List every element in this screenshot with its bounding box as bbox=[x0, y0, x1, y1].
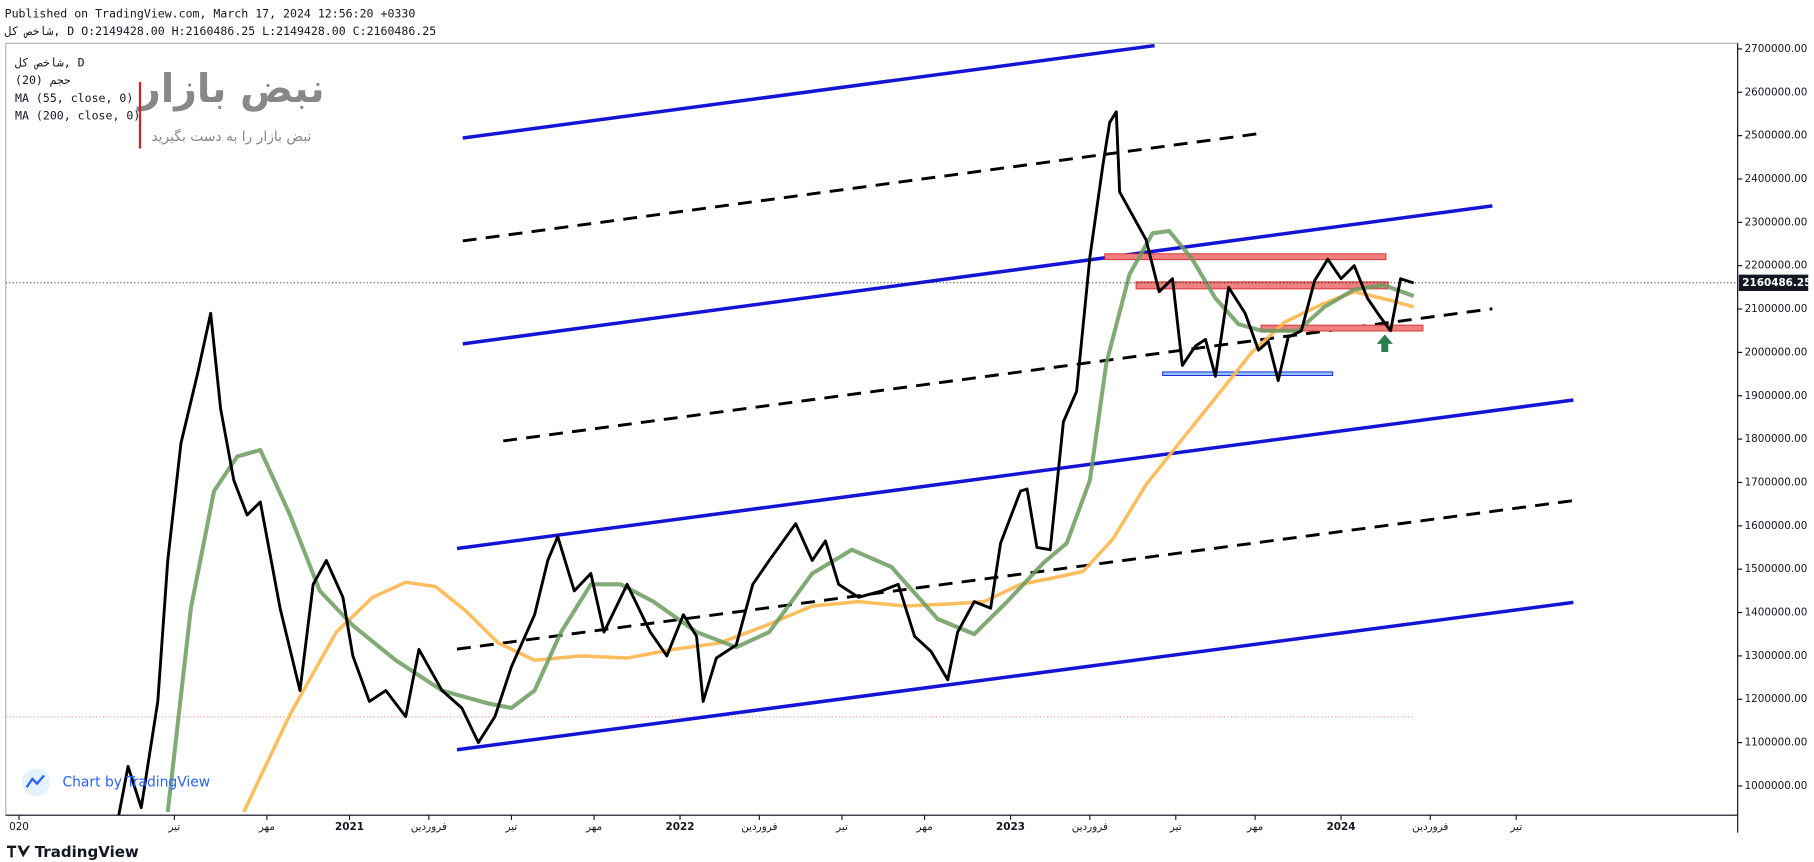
x-tick-label: فروردین bbox=[411, 821, 447, 833]
y-tick-label: 1300000.00 bbox=[1745, 650, 1808, 662]
x-tick-label: تیر bbox=[835, 821, 848, 833]
x-tick-label: تیر bbox=[1169, 821, 1182, 833]
x-tick-label: مهر bbox=[1246, 821, 1263, 833]
legend-entry: MA (200, close, 0) bbox=[15, 108, 140, 122]
y-tick-label: 1100000.00 bbox=[1745, 737, 1808, 749]
brand: TradingView bbox=[35, 843, 139, 861]
x-tick-label: 2023 bbox=[996, 821, 1025, 833]
y-tick-label: 1400000.00 bbox=[1745, 606, 1808, 618]
y-tick-label: 1500000.00 bbox=[1745, 563, 1808, 575]
x-tick-label: فروردین bbox=[1072, 821, 1108, 833]
x-tick-label: مهر bbox=[258, 821, 275, 833]
series-line bbox=[165, 228, 1415, 813]
mid-line bbox=[462, 131, 1262, 243]
watermark-logo: نبض بازار bbox=[136, 66, 324, 112]
x-tick-label: تیر bbox=[505, 821, 518, 833]
x-tick-label: مهر bbox=[916, 821, 933, 833]
x-tick-label: 2024 bbox=[1327, 821, 1356, 833]
credit-icon-line bbox=[25, 774, 45, 788]
watermark: نبض بازار نبض بازار را به دست بگیرید bbox=[136, 66, 325, 149]
last-price-label: 2160486.25 bbox=[1742, 277, 1811, 289]
x-tick-label: تیر bbox=[167, 821, 180, 833]
legend-entry: شاخص کل, D bbox=[15, 56, 85, 71]
series-layer bbox=[117, 110, 1415, 816]
y-tick-label: 1200000.00 bbox=[1745, 693, 1808, 705]
watermark-slogan: نبض بازار را به دست بگیرید bbox=[151, 128, 311, 145]
x-tick-label: 2022 bbox=[666, 821, 695, 833]
x-tick-label: 2021 bbox=[335, 821, 364, 833]
support-zone bbox=[1162, 371, 1334, 376]
channel-line bbox=[456, 398, 1574, 551]
credit-text: Chart by TradingView bbox=[62, 774, 210, 790]
credit: Chart by TradingView bbox=[21, 768, 210, 797]
series-line bbox=[242, 289, 1415, 813]
plot-frame bbox=[5, 42, 1739, 816]
y-tick-label: 2000000.00 bbox=[1745, 346, 1808, 358]
channel-line bbox=[456, 600, 1574, 752]
legend-entry: حجم (20) bbox=[15, 73, 71, 87]
legend: شاخص کل, D حجم (20) MA (55, close, 0) MA (2… bbox=[15, 56, 140, 123]
drawings bbox=[5, 43, 1574, 752]
last-price-box bbox=[1738, 274, 1809, 292]
y-tick-label: 2100000.00 bbox=[1745, 303, 1808, 315]
y-tick-label: 2200000.00 bbox=[1745, 260, 1808, 272]
channel-line bbox=[462, 43, 1155, 140]
y-tick-label: 2400000.00 bbox=[1745, 173, 1808, 185]
x-tick-label: مهر bbox=[585, 821, 602, 833]
y-tick-label: 2700000.00 bbox=[1745, 43, 1808, 55]
y-tick-label: 1800000.00 bbox=[1745, 433, 1808, 445]
x-tick-label: فروردین bbox=[1412, 821, 1448, 833]
up-arrow bbox=[1376, 334, 1393, 353]
published-note: Published on TradingView.com, March 17, … bbox=[5, 6, 416, 20]
ohlc-line: شاخص کل, D O:2149428.00 H:2160486.25 L:2… bbox=[5, 24, 437, 39]
x-tick-label: 020 bbox=[9, 821, 29, 833]
brand-logo bbox=[6, 845, 31, 858]
x-tick-label: تیر bbox=[1509, 821, 1522, 833]
y-tick-label: 1000000.00 bbox=[1745, 780, 1808, 792]
y-tick-label: 2500000.00 bbox=[1745, 130, 1808, 142]
y-tick-label: 1700000.00 bbox=[1745, 476, 1808, 488]
series-line bbox=[117, 110, 1415, 816]
support-zone bbox=[1260, 324, 1424, 332]
y-tick-label: 1900000.00 bbox=[1745, 390, 1808, 402]
channel-line bbox=[462, 204, 1493, 346]
y-tick-label: 2600000.00 bbox=[1745, 86, 1808, 98]
legend-entry: MA (55, close, 0) bbox=[15, 91, 133, 105]
y-tick-label: 2300000.00 bbox=[1745, 216, 1808, 228]
resistance-zone bbox=[1104, 253, 1387, 261]
mid-line bbox=[456, 499, 1574, 651]
y-tick-label: 1600000.00 bbox=[1745, 520, 1808, 532]
mid-line bbox=[503, 307, 1493, 443]
x-tick-label: فروردین bbox=[741, 821, 777, 833]
